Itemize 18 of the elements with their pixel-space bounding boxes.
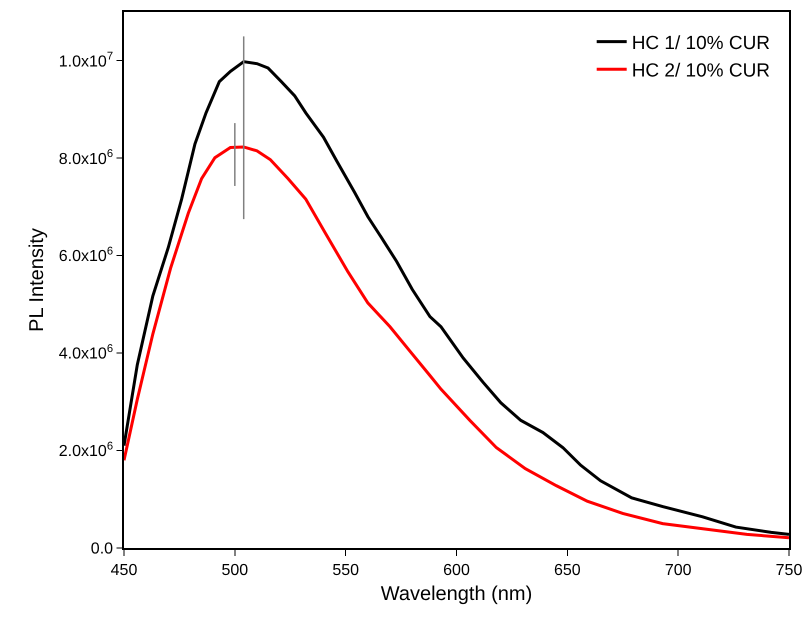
x-tick-label: 650 bbox=[554, 562, 581, 579]
y-tick-label: 2.0x10$^{6}$ bbox=[58, 440, 114, 460]
y-tick-label: 6.0x10$^{6}$ bbox=[58, 246, 114, 266]
y-axis-title: PL Intensity bbox=[26, 228, 48, 332]
x-tick-label: 550 bbox=[332, 562, 360, 579]
y-tick-label: 8.0x10$^{6}$ bbox=[58, 148, 114, 168]
x-tick-label: 750 bbox=[776, 562, 802, 579]
x-tick-label: 600 bbox=[443, 562, 470, 579]
y-tick-label: 1.0x10$^{7}$ bbox=[58, 50, 114, 70]
y-tick-label: 0.0 bbox=[90, 540, 114, 558]
legend-label: HC 2/ 10% CUR bbox=[632, 60, 770, 82]
line-series bbox=[124, 145, 789, 540]
x-tick-label: 700 bbox=[664, 562, 692, 579]
x-tick-label: 500 bbox=[221, 562, 248, 579]
x-tick-label: 450 bbox=[110, 562, 138, 579]
y-tick-label: 4.0x10$^{6}$ bbox=[58, 342, 114, 363]
x-axis-title: Wavelength (nm) bbox=[380, 582, 532, 605]
legend-label: HC 1/ 10% CUR bbox=[632, 32, 770, 54]
